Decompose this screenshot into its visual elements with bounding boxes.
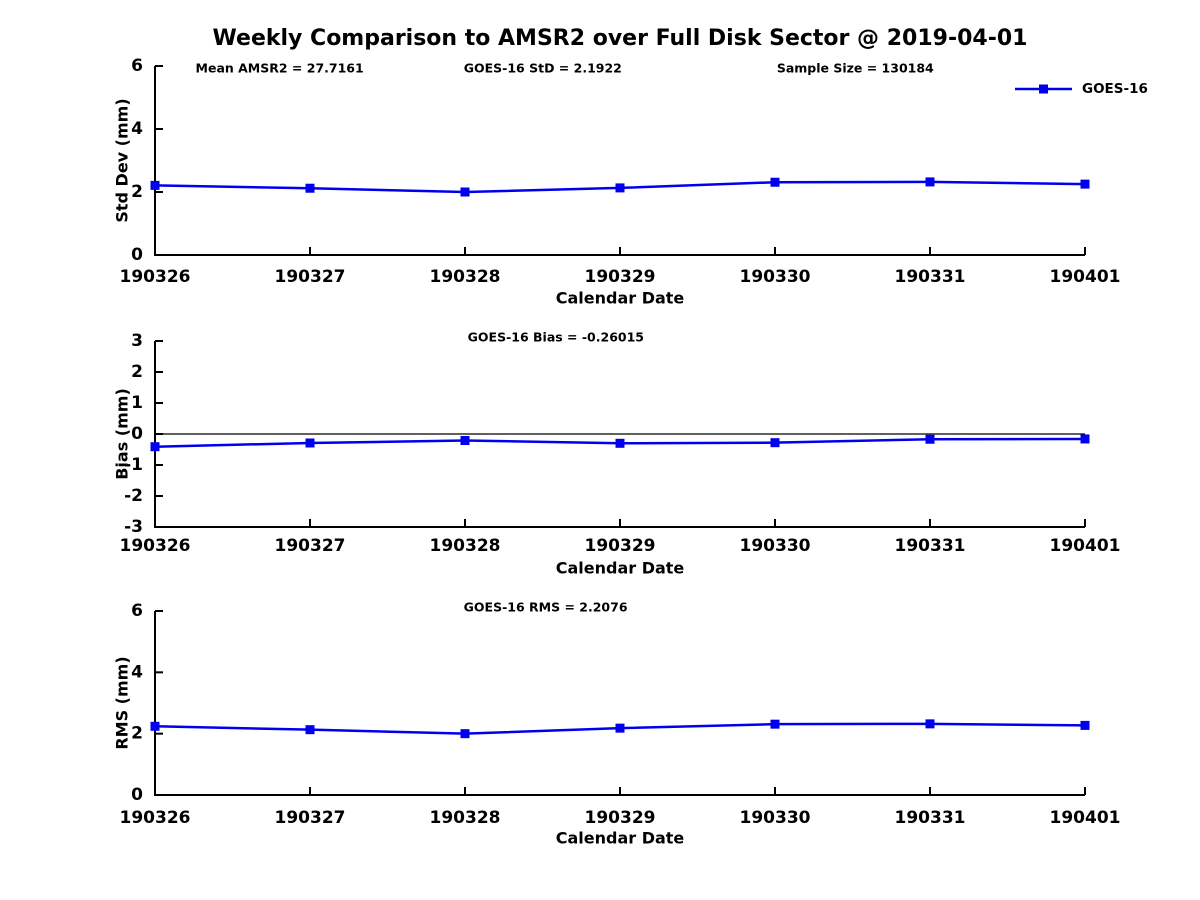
data-point [615, 183, 625, 193]
x-tick-label: 190401 [1050, 536, 1121, 556]
x-tick-label: 190401 [1050, 267, 1121, 287]
y-tick-label: 2 [131, 724, 143, 744]
x-tick-label: 190330 [740, 808, 811, 828]
y-tick-label: -2 [124, 486, 143, 506]
x-tick-label: 190331 [895, 808, 966, 828]
data-point [305, 438, 315, 448]
y-tick-label: 6 [131, 56, 143, 76]
axis-frame [154, 66, 1085, 256]
data-point [305, 725, 315, 735]
x-tick-label: 190330 [740, 536, 811, 556]
std-dev-chart-svg: 0 2 4 6 190326 190327 190328 190329 190330 190331… [113, 56, 1148, 308]
y-tick-label: 3 [131, 331, 143, 351]
data-point [615, 723, 625, 733]
y-tick-label: 4 [131, 119, 143, 139]
data-point [460, 729, 470, 739]
x-tick-label: 190401 [1050, 808, 1121, 828]
subplot-bias: -3 -2 -1 0 1 2 3 190326 190327 190328 190329 190330… [0, 325, 1200, 587]
x-axis-label: Calendar Date [556, 829, 685, 848]
annotation: Sample Size = 130184 [777, 61, 934, 76]
data-point [770, 438, 780, 448]
x-tick-label: 190328 [430, 267, 501, 287]
data-point [150, 180, 160, 190]
x-axis-label: Calendar Date [556, 559, 685, 578]
subplot-std-dev: 0 2 4 6 190326 190327 190328 190329 190330 190331… [0, 55, 1200, 319]
x-tick-label: 190327 [275, 536, 346, 556]
data-point [150, 721, 160, 731]
x-tick-label: 190330 [740, 267, 811, 287]
data-point [615, 438, 625, 448]
x-tick-label: 190331 [895, 267, 966, 287]
data-point [770, 177, 780, 187]
annotation: GOES-16 StD = 2.1922 [464, 61, 622, 76]
y-tick-label: 0 [131, 424, 143, 444]
y-tick-label: 4 [131, 662, 143, 682]
data-point [925, 434, 935, 444]
annotation: GOES-16 Bias = -0.26015 [468, 330, 644, 345]
x-tick-label: 190328 [430, 808, 501, 828]
subplot-rms: 0 2 4 6 190326 190327 190328 190329 190330 190331… [0, 595, 1200, 859]
axis-frame [154, 611, 1085, 796]
data-point [460, 187, 470, 197]
y-axis-label: Std Dev (mm) [113, 98, 132, 222]
data-point [925, 177, 935, 187]
legend: GOES-16 [1015, 81, 1148, 97]
x-tick-label: 190329 [585, 536, 656, 556]
data-point [1080, 179, 1090, 189]
data-point [150, 442, 160, 452]
x-tick-label: 190328 [430, 536, 501, 556]
y-axis-label: RMS (mm) [113, 656, 132, 749]
annotation: Mean AMSR2 = 27.7161 [196, 61, 364, 76]
y-tick-label: -3 [124, 517, 143, 537]
data-point [1080, 720, 1090, 730]
y-tick-label: 6 [131, 601, 143, 621]
data-point [770, 719, 780, 729]
figure-title: Weekly Comparison to AMSR2 over Full Dis… [212, 26, 1028, 51]
bias-chart-svg: -3 -2 -1 0 1 2 3 190326 190327 190328 190329 190330… [113, 330, 1121, 578]
y-tick-label: 2 [131, 182, 143, 202]
y-tick-label: 2 [131, 362, 143, 382]
data-point [1080, 434, 1090, 444]
x-tick-label: 190327 [275, 267, 346, 287]
x-tick-label: 190326 [120, 808, 191, 828]
y-tick-label: 0 [131, 785, 143, 805]
x-tick-label: 190329 [585, 808, 656, 828]
x-tick-label: 190327 [275, 808, 346, 828]
annotation: GOES-16 RMS = 2.2076 [464, 600, 628, 615]
data-point [925, 719, 935, 729]
x-tick-label: 190326 [120, 536, 191, 556]
y-axis-label: Bias (mm) [113, 388, 132, 480]
x-tick-label: 190326 [120, 267, 191, 287]
x-axis-label: Calendar Date [556, 289, 685, 308]
legend-marker [1039, 84, 1048, 94]
y-tick-label: 1 [131, 393, 143, 413]
x-tick-label: 190329 [585, 267, 656, 287]
y-tick-label: -1 [124, 455, 143, 475]
rms-chart-svg: 0 2 4 6 190326 190327 190328 190329 190330 190331… [113, 600, 1121, 848]
legend-label: GOES-16 [1082, 81, 1148, 97]
data-point [460, 436, 470, 446]
data-point [305, 183, 315, 193]
y-tick-label: 0 [131, 245, 143, 265]
x-tick-label: 190331 [895, 536, 966, 556]
